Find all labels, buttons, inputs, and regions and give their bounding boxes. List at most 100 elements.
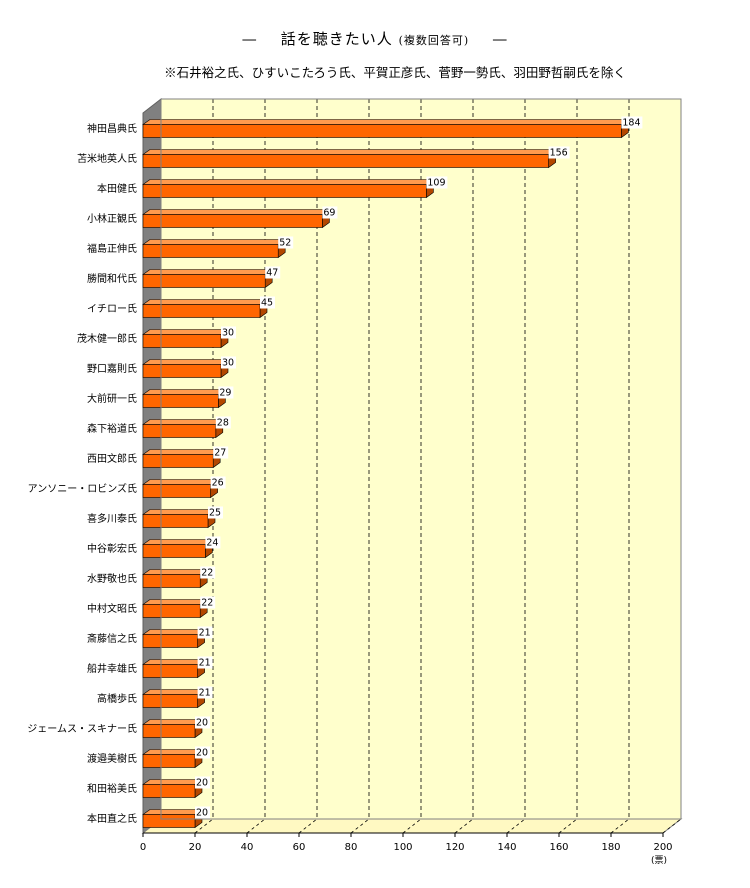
data-label: 21 <box>199 628 211 639</box>
bar-top <box>142 809 203 815</box>
bar <box>142 154 549 168</box>
bar <box>142 544 206 558</box>
x-tick-label: 180 <box>601 842 620 853</box>
data-label: 30 <box>222 358 234 369</box>
bar <box>142 724 196 738</box>
category-label: 勝間和代氏 <box>87 272 137 285</box>
bar-top <box>142 269 274 275</box>
bar-top <box>142 569 209 575</box>
x-tick-label: 20 <box>189 842 202 853</box>
data-label-bg <box>221 356 236 369</box>
title-dash-left: — <box>241 30 258 48</box>
x-tick-label: 0 <box>140 842 146 853</box>
floor-gridline <box>298 818 318 834</box>
title-note: (複数回答可) <box>398 34 470 47</box>
category-label: 野口嘉則氏 <box>87 362 137 375</box>
category-label: 中村文昭氏 <box>87 602 137 615</box>
category-label: 斎藤信之氏 <box>87 632 137 645</box>
bar <box>142 754 196 768</box>
bar-top <box>142 299 268 305</box>
data-label: 30 <box>222 328 234 339</box>
bar-top <box>142 449 222 455</box>
floor-gridline <box>610 818 630 834</box>
category-label: イチロー氏 <box>87 303 137 315</box>
x-tick-label: 100 <box>393 842 412 853</box>
x-tick-label: 60 <box>293 842 306 853</box>
x-tick-label: 40 <box>241 842 254 853</box>
bar <box>142 634 198 648</box>
bar-top <box>142 479 219 485</box>
category-label: 西田文郎氏 <box>87 452 137 465</box>
bar <box>142 604 201 618</box>
category-label: 大前研一氏 <box>87 392 137 405</box>
data-label: 45 <box>261 298 273 309</box>
data-label: 52 <box>279 238 291 249</box>
category-label: 和田裕美氏 <box>87 782 137 795</box>
data-label: 20 <box>196 778 208 789</box>
data-label: 20 <box>196 748 208 759</box>
bar <box>142 664 198 678</box>
category-label: 小林正観氏 <box>87 212 137 225</box>
data-label: 25 <box>209 508 221 519</box>
data-label: 156 <box>550 148 568 159</box>
data-label: 21 <box>199 688 211 699</box>
x-unit-label: (票) <box>651 855 667 866</box>
data-label: 22 <box>201 598 213 609</box>
data-label: 109 <box>427 178 445 189</box>
data-label-bg <box>200 596 216 609</box>
data-label: 26 <box>212 478 224 489</box>
category-label: 森下裕道氏 <box>87 422 137 435</box>
data-label-bg <box>197 656 213 669</box>
bar-top <box>142 689 206 695</box>
bar <box>142 364 222 378</box>
category-label: 渡邉美樹氏 <box>87 752 137 765</box>
bar-top <box>142 749 203 755</box>
bar-top <box>142 419 224 425</box>
data-label-bg <box>195 806 210 819</box>
data-label-bg <box>221 326 236 339</box>
chart-subtitle: ※石井裕之氏、ひすいこたろう氏、平賀正彦氏、菅野一勢氏、羽田野哲嗣氏を除く <box>164 65 626 80</box>
data-label-bg <box>218 386 234 399</box>
data-label: 29 <box>219 388 231 399</box>
bar-top <box>142 179 435 185</box>
data-label-bg <box>210 476 226 489</box>
category-label: 福島正伸氏 <box>87 242 137 255</box>
category-label: ジェームス・スキナー氏 <box>27 723 137 735</box>
data-label-bg <box>200 566 216 579</box>
floor-gridline <box>558 818 578 834</box>
floor-gridline <box>246 818 266 834</box>
bar-top <box>142 329 229 335</box>
bar-top <box>142 599 209 605</box>
plot-floor <box>141 818 683 834</box>
x-tick-label: 160 <box>549 842 568 853</box>
data-label-bg <box>265 266 281 279</box>
bar <box>142 394 219 408</box>
data-label-bg <box>197 686 213 699</box>
bar-top <box>142 719 203 725</box>
data-label: 24 <box>206 538 218 549</box>
category-label: アンソニー・ロビンズ氏 <box>28 482 137 495</box>
data-label-bg <box>195 746 210 759</box>
category-label: 神田昌典氏 <box>87 122 137 135</box>
data-label: 47 <box>266 268 278 279</box>
bar <box>142 514 209 528</box>
floor-gridline <box>350 818 370 834</box>
x-tick-label: 120 <box>445 842 464 853</box>
data-label: 20 <box>196 808 208 819</box>
data-label-bg <box>195 716 210 729</box>
data-label-bg <box>322 206 338 219</box>
category-label: 高橋歩氏 <box>97 692 137 705</box>
plot-frame <box>160 98 682 820</box>
bar-top <box>142 659 206 665</box>
data-label-bg <box>278 236 294 249</box>
bar <box>142 574 201 588</box>
data-label: 22 <box>201 568 213 579</box>
category-label: 本田直之氏 <box>87 812 137 825</box>
bar-top <box>142 539 214 545</box>
bar-top <box>142 779 203 785</box>
chart-title: — 話を聴きたい人 (複数回答可) — <box>0 28 750 49</box>
bar-top <box>142 389 227 395</box>
category-label: 中谷彰宏氏 <box>87 542 137 555</box>
data-label: 21 <box>199 658 211 669</box>
bar <box>142 124 622 138</box>
